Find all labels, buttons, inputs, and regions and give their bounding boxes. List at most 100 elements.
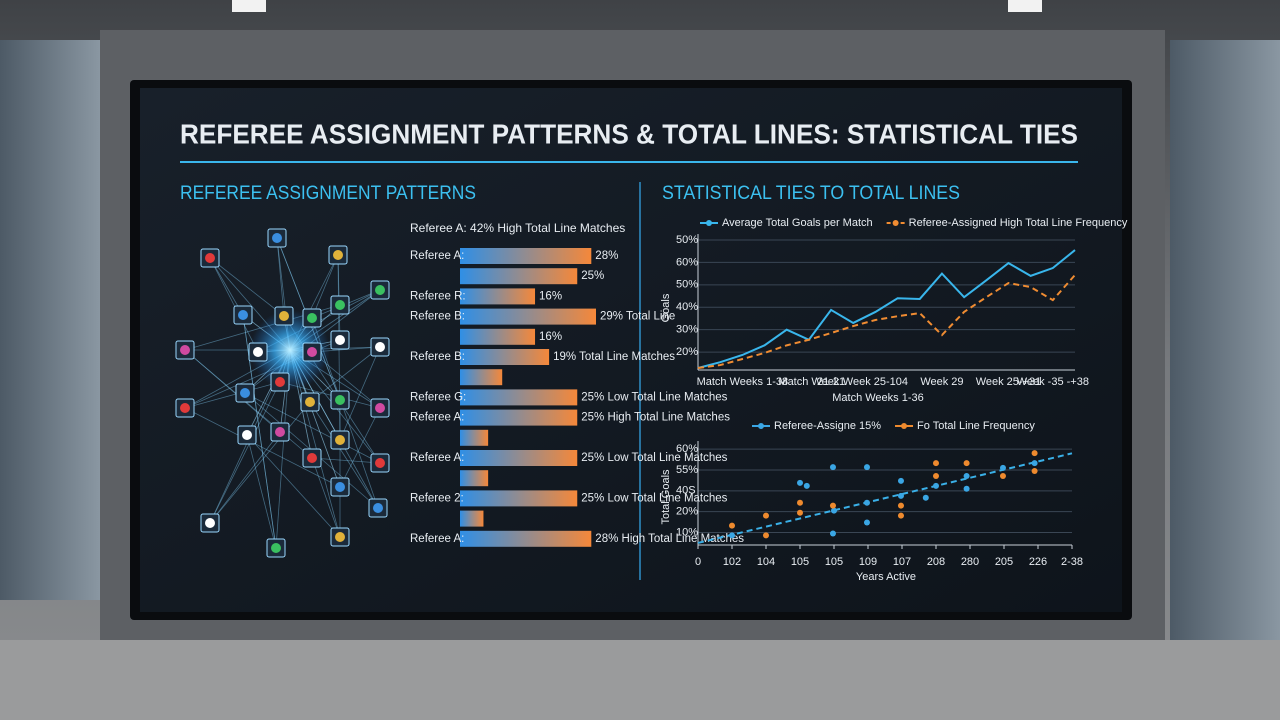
scatter-point bbox=[963, 485, 970, 492]
node-badge bbox=[307, 347, 317, 357]
x-tick-label: 21-21 bbox=[817, 376, 845, 388]
y-tick-label: 20% bbox=[676, 346, 698, 358]
x-tick-label: 109 bbox=[859, 556, 877, 568]
bar-value-label: 25% High Total Line Matches bbox=[581, 412, 730, 424]
y-tick-label: 50% bbox=[676, 234, 698, 246]
network-link bbox=[311, 457, 341, 538]
node-badge bbox=[271, 543, 281, 553]
bar-value-label: 19% Total Line Matches bbox=[553, 351, 675, 363]
x-tick-label: 0 bbox=[695, 556, 701, 568]
y-tick-label: 60% bbox=[676, 443, 698, 455]
bar-category-label: Referee B: bbox=[410, 351, 465, 363]
node-badge bbox=[240, 388, 250, 398]
network-link bbox=[246, 434, 341, 538]
glass-right bbox=[1170, 40, 1280, 680]
scatter-point bbox=[933, 460, 939, 467]
bar-value-label: 16% bbox=[539, 331, 562, 343]
bar bbox=[460, 409, 578, 426]
y-tick-label: 50% bbox=[676, 279, 698, 291]
line-series bbox=[697, 249, 1076, 369]
node-badge bbox=[333, 250, 343, 260]
scatter-point bbox=[863, 519, 870, 526]
bar-value-label: 28% High Total Line Matches bbox=[595, 533, 744, 545]
x-axis-label: Years Active bbox=[856, 571, 916, 583]
network-link bbox=[184, 349, 281, 433]
scatter-point bbox=[963, 473, 970, 480]
scatter-point bbox=[897, 512, 904, 519]
scatter-point bbox=[1031, 468, 1038, 475]
bar bbox=[460, 268, 578, 285]
bar bbox=[460, 369, 503, 386]
right-heading: STATISTICAL TIES TO TOTAL LINES bbox=[662, 183, 960, 204]
bar-value-label: 25% Low Total Line Matches bbox=[581, 391, 727, 403]
scatter-point bbox=[831, 507, 837, 514]
legend-marker bbox=[901, 423, 908, 429]
x-tick-label: 205 bbox=[995, 556, 1013, 568]
bar bbox=[460, 530, 592, 547]
network-link bbox=[309, 346, 381, 403]
node-badge bbox=[375, 458, 385, 468]
scatter-point bbox=[803, 482, 810, 489]
network-link bbox=[339, 346, 381, 441]
network-link bbox=[339, 407, 381, 488]
legend-label: Referee-Assigned High Total Line Frequen… bbox=[909, 217, 1128, 229]
node-badge bbox=[272, 233, 282, 243]
bar-value-label: 28% bbox=[595, 250, 618, 262]
bar bbox=[460, 490, 578, 507]
bar-chart-title: Referee A: 42% High Total Line Matches bbox=[410, 221, 625, 235]
scatter-point bbox=[897, 477, 904, 484]
node-badge bbox=[307, 453, 317, 463]
bar bbox=[460, 450, 578, 466]
x-tick-label: 280 bbox=[961, 556, 979, 568]
legend-label: Referee-Assigne 15% bbox=[774, 420, 881, 432]
network-link bbox=[209, 257, 259, 353]
network-link bbox=[209, 401, 311, 524]
scatter-point bbox=[729, 522, 735, 529]
line-series bbox=[697, 274, 1076, 369]
node-badge bbox=[335, 482, 345, 492]
node-badge bbox=[253, 347, 263, 357]
x-tick-label: Match Weeks 1-38 bbox=[697, 376, 789, 388]
referee-network bbox=[175, 228, 390, 558]
bar-category-label: Referee B: bbox=[410, 311, 465, 323]
y-axis-label: Total Goals bbox=[660, 469, 672, 525]
scatter-point bbox=[797, 479, 803, 486]
scatter-point bbox=[797, 509, 803, 516]
scatter-point bbox=[897, 502, 904, 509]
bar-value-label: 16% bbox=[539, 290, 562, 302]
node-badge bbox=[275, 377, 285, 387]
scatter-point bbox=[763, 512, 769, 519]
network-link bbox=[184, 381, 281, 409]
network-link bbox=[209, 257, 285, 317]
scatter-point bbox=[863, 499, 870, 506]
node-badge bbox=[307, 313, 317, 323]
network-link bbox=[209, 381, 281, 524]
x-axis-label: Match Weeks 1-36 bbox=[832, 392, 924, 404]
network-link bbox=[311, 254, 339, 319]
scatter-point bbox=[963, 460, 970, 467]
y-tick-label: 40S bbox=[676, 485, 696, 497]
bar-category-label: Referee A: bbox=[410, 533, 464, 545]
bar bbox=[460, 429, 489, 446]
node-badge bbox=[335, 435, 345, 445]
y-tick-label: 10% bbox=[676, 526, 698, 538]
scatter-point bbox=[829, 502, 836, 509]
bar bbox=[460, 328, 536, 345]
scatter-point bbox=[933, 482, 939, 489]
x-tick-label: 2-38 bbox=[1061, 556, 1083, 568]
node-badge bbox=[335, 532, 345, 542]
bar-value-label: 25% Low Total Line Matches bbox=[581, 492, 727, 504]
node-badge bbox=[238, 310, 248, 320]
legend-marker bbox=[706, 220, 712, 226]
scatter-point bbox=[763, 532, 769, 539]
ceiling-light bbox=[1008, 0, 1042, 12]
node-badge bbox=[180, 345, 190, 355]
scatter-point bbox=[933, 473, 939, 480]
x-tick-label: Week -35 -+38 bbox=[1017, 376, 1089, 388]
scatter-point bbox=[1031, 450, 1038, 457]
node-badge bbox=[205, 518, 215, 528]
x-tick-label: Week 29 bbox=[920, 376, 963, 388]
y-axis-label: Goals bbox=[660, 293, 672, 322]
scatter-point bbox=[829, 464, 836, 471]
